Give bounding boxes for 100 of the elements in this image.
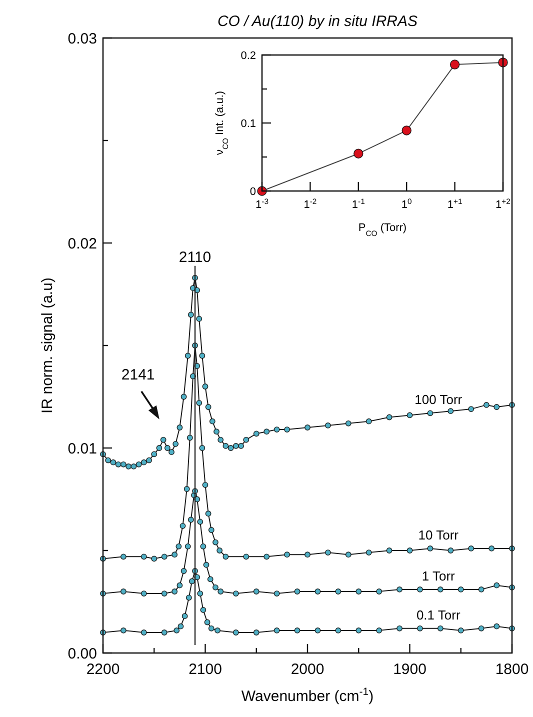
point — [188, 516, 194, 523]
point — [207, 576, 214, 582]
point — [406, 548, 413, 554]
point — [304, 424, 310, 430]
y-tick-label: 0.00 — [68, 645, 97, 662]
point — [110, 459, 116, 466]
point — [335, 588, 342, 594]
point — [243, 554, 250, 560]
chart-title: CO / Au(110) by in situ IRRAS — [217, 13, 418, 30]
point — [196, 316, 202, 322]
point — [304, 552, 310, 558]
point — [218, 436, 224, 443]
point — [406, 412, 413, 418]
point — [140, 590, 147, 596]
point — [151, 556, 158, 562]
point — [396, 625, 402, 632]
point — [120, 588, 126, 594]
point — [386, 414, 392, 420]
point — [188, 312, 194, 318]
point — [197, 518, 204, 525]
point — [120, 554, 126, 560]
point — [356, 628, 362, 634]
point — [196, 400, 202, 406]
point — [186, 434, 193, 441]
y-tick-label: 0.2 — [240, 50, 256, 62]
point — [253, 630, 260, 636]
point — [204, 619, 210, 626]
point — [238, 443, 244, 449]
point — [427, 546, 434, 552]
point — [232, 630, 239, 636]
point — [105, 457, 112, 464]
point — [294, 628, 300, 634]
point — [178, 623, 184, 630]
x-tick-label: 1$^{-3}$ — [256, 196, 268, 211]
point — [176, 543, 182, 550]
point — [458, 586, 464, 592]
annotation: 2141 — [121, 366, 155, 384]
point — [164, 445, 170, 451]
point — [468, 406, 474, 412]
y-tick-label: 0 — [250, 186, 256, 198]
ref-line-label: 2110 — [178, 248, 212, 266]
point — [184, 486, 190, 492]
point — [212, 539, 218, 546]
point — [161, 590, 168, 596]
x-axis-title: P$_{CO}$ (Torr) — [358, 222, 407, 238]
point — [284, 552, 290, 558]
point — [264, 428, 270, 435]
point — [478, 625, 484, 632]
point — [136, 461, 142, 468]
point — [200, 543, 206, 550]
x-tick-label: 1800 — [495, 661, 529, 678]
point — [184, 543, 191, 550]
point — [345, 552, 352, 558]
point — [386, 548, 392, 554]
y-tick-label: 0.1 — [240, 118, 256, 130]
point — [294, 588, 300, 594]
point — [366, 418, 372, 424]
y-tick-label: 0.01 — [68, 440, 97, 458]
point — [176, 582, 183, 588]
point — [208, 527, 214, 533]
point — [222, 554, 229, 560]
point — [494, 623, 500, 630]
x-tick-label: 1$^{+1}$ — [447, 196, 462, 211]
point — [448, 408, 454, 414]
point — [200, 607, 206, 613]
point — [197, 590, 204, 596]
point — [402, 126, 412, 136]
series-label: 10 Torr — [418, 527, 460, 542]
x-tick-label: 1$^{-1}$ — [352, 196, 365, 211]
point — [205, 510, 212, 517]
x-tick-label: 1$^{0}$ — [401, 196, 412, 211]
point — [417, 586, 423, 592]
point — [180, 394, 187, 400]
point — [214, 428, 220, 435]
point — [189, 578, 195, 584]
point — [284, 426, 290, 432]
series-label: 100 Torr — [414, 392, 463, 408]
point — [120, 628, 126, 634]
point — [232, 443, 239, 449]
point — [366, 550, 372, 556]
point — [483, 402, 490, 408]
y-axis-title: IR norm. signal (a.u) — [39, 278, 56, 414]
point — [130, 464, 137, 470]
point — [120, 461, 126, 468]
point — [186, 594, 192, 601]
point — [218, 588, 224, 594]
point — [205, 404, 212, 410]
point — [202, 384, 208, 390]
point — [448, 548, 454, 554]
point — [494, 582, 500, 588]
point — [161, 554, 168, 560]
point — [468, 546, 474, 552]
x-tick-label: 2100 — [188, 661, 222, 678]
point — [356, 588, 362, 594]
point — [253, 430, 260, 437]
y-tick-label: 0.03 — [68, 30, 97, 48]
point — [209, 418, 216, 424]
point — [176, 424, 183, 430]
point — [199, 352, 206, 359]
point — [437, 586, 444, 592]
